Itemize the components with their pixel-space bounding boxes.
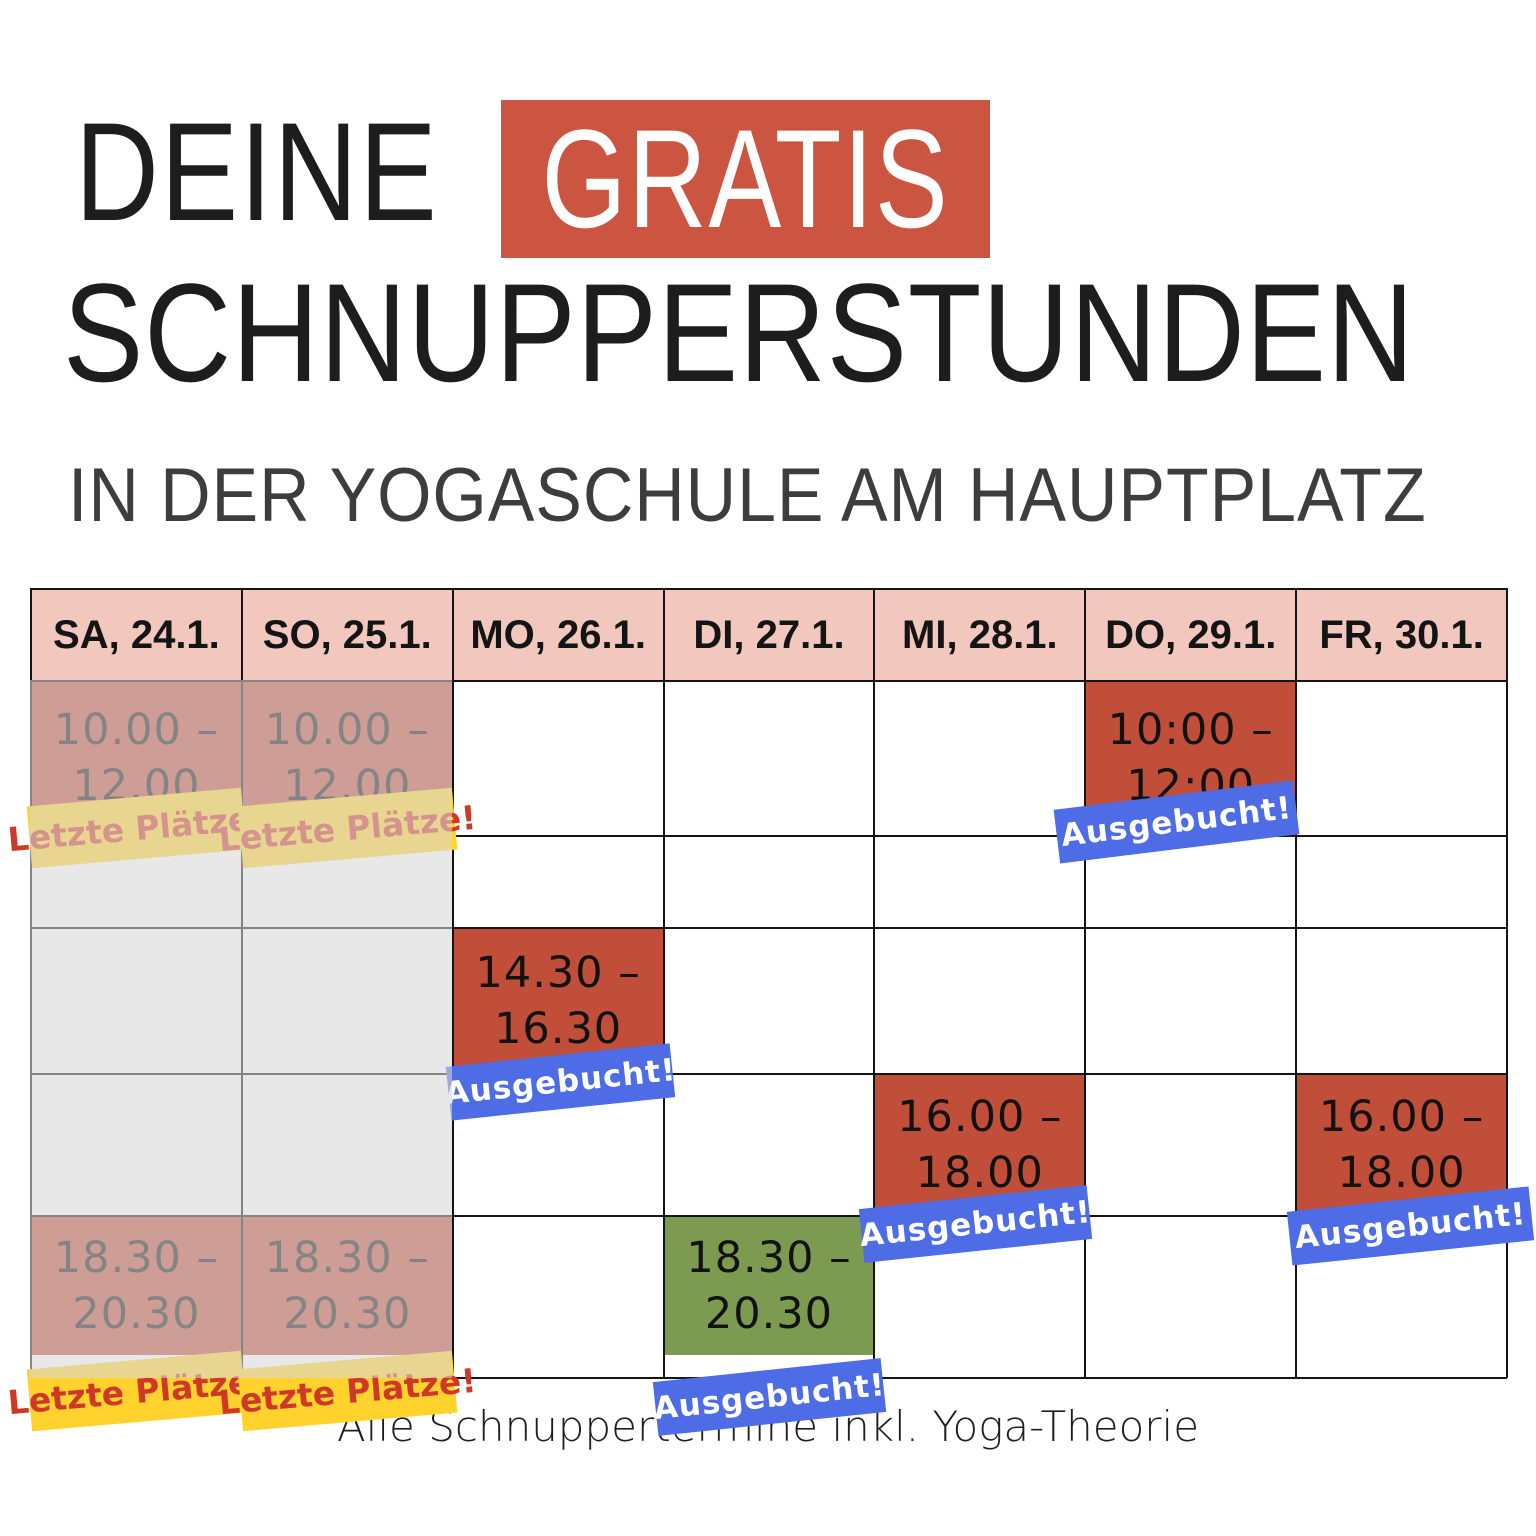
cell-c3-r2 — [663, 836, 875, 928]
day-header-0: SA, 24.1. — [31, 589, 242, 681]
event-time: 18.30 –20.30 — [264, 1232, 430, 1339]
event-time: 18.30 –20.30 — [53, 1232, 220, 1339]
cell-c4-r3 — [874, 928, 1086, 1074]
event-block: 18.30 –20.30 — [242, 1217, 452, 1355]
cell-c1-r4 — [241, 1074, 453, 1216]
cell-c2-r1 — [452, 681, 664, 836]
cell-c5-r1: 10:00 –12:00 Ausgebucht! — [1053, 681, 1300, 864]
cell-c5-r4 — [1085, 1074, 1297, 1216]
schedule-table: SA, 24.1. SO, 25.1. MO, 26.1. DI, 27.1. MI, … — [6, 588, 1535, 1436]
cell-c1-r1: 10.00 –12.00 Letzte Plätze! — [217, 681, 478, 869]
cell-c3-r5: 18.30 –20.30 Ausgebucht! — [652, 1216, 886, 1436]
day-header-3: DI, 27.1. — [663, 589, 875, 681]
event-block: 18.30 –20.30 — [32, 1217, 241, 1355]
cell-c2-r3: 14.30 –16.30 Ausgebucht! — [443, 928, 678, 1121]
cell-c0-r1: 10.00 –12.00 Letzte Plätze! — [6, 681, 267, 869]
cell-c3-r3 — [663, 928, 875, 1074]
event-time: 18.30 –20.30 — [686, 1232, 852, 1339]
cell-c2-r2 — [452, 836, 664, 928]
day-header-2: MO, 26.1. — [452, 589, 664, 681]
cell-c1-r5: 18.30 –20.30 Letzte Plätze! — [217, 1216, 478, 1432]
event-block: 18.30 –20.30 — [664, 1217, 874, 1355]
cell-c1-r3 — [241, 928, 453, 1074]
cell-c4-r4: 16.00 –18.00 Ausgebucht! — [858, 1074, 1093, 1263]
cell-c0-r4 — [31, 1074, 242, 1216]
cell-c4-r1 — [874, 681, 1086, 836]
event-time: 16.00 –18.00 — [897, 1091, 1063, 1198]
event-time: 16.00 –18.00 — [1318, 1091, 1485, 1198]
title-deine: DEINE — [75, 93, 439, 250]
title-gratis-text: GRATIS — [541, 100, 950, 257]
cell-c0-r3 — [31, 928, 242, 1074]
title-gratis-highlight-box: GRATIS — [501, 100, 990, 258]
schedule-grid: SA, 24.1. SO, 25.1. MO, 26.1. DI, 27.1. MI, … — [6, 588, 1535, 1436]
cell-c3-r4 — [663, 1074, 875, 1216]
cell-c6-r3 — [1296, 928, 1507, 1074]
day-header-6: FR, 30.1. — [1296, 589, 1507, 681]
day-header-1: SO, 25.1. — [241, 589, 453, 681]
cell-c5-r5 — [1085, 1216, 1297, 1379]
cell-c6-r2 — [1296, 836, 1507, 928]
cell-c0-r5: 18.30 –20.30 Letzte Plätze! — [6, 1216, 267, 1432]
subtitle-yogaschule: IN DER YOGASCHULE AM HAUPTPLATZ — [68, 453, 1427, 538]
cell-c4-r2 — [874, 836, 1086, 928]
cell-c6-r4: 16.00 –18.00 Ausgebucht! — [1286, 1074, 1535, 1266]
event-time: 14.30 –16.30 — [475, 947, 641, 1054]
cell-c5-r3 — [1085, 928, 1297, 1074]
title-schnupperstunden: SCHNUPPERSTUNDEN — [63, 254, 1415, 411]
day-header-4: MI, 28.1. — [874, 589, 1086, 681]
cell-c3-r1 — [663, 681, 875, 836]
day-header-5: DO, 29.1. — [1085, 589, 1297, 681]
event-block: 16.00 –18.00 — [875, 1075, 1085, 1215]
cell-c6-r1 — [1296, 681, 1507, 836]
cell-c2-r5 — [452, 1216, 664, 1379]
